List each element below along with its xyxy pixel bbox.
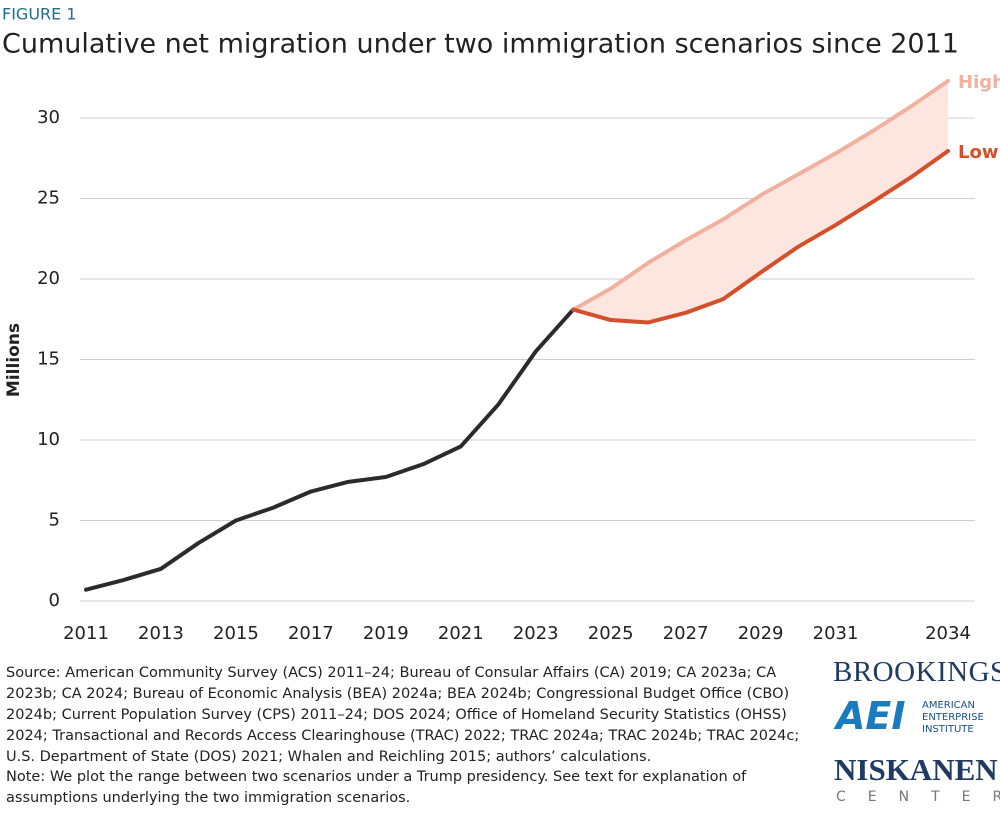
- x-tick-label: 2015: [213, 623, 259, 644]
- x-tick-label: 2011: [63, 623, 109, 644]
- y-tick-label: 25: [37, 188, 60, 209]
- series-line: [571, 78, 950, 312]
- range-band: [573, 80, 948, 323]
- series-label: Low: [958, 142, 998, 163]
- x-tick-label: 2029: [738, 623, 784, 644]
- x-tick-label: 2013: [138, 623, 184, 644]
- y-tick-label: 0: [49, 590, 60, 611]
- figure-label: FIGURE 1: [2, 5, 77, 24]
- source-note: Source: American Community Survey (ACS) …: [6, 665, 800, 765]
- chart-title: Cumulative net migration under two immig…: [2, 29, 959, 60]
- x-tick-label: 2017: [288, 623, 334, 644]
- y-tick-label: 10: [37, 429, 60, 450]
- x-tick-label: 2034: [925, 623, 971, 644]
- aei-logo: AEI: [836, 694, 906, 738]
- y-tick-label: 30: [37, 107, 60, 128]
- x-tick-label: 2021: [438, 623, 484, 644]
- x-tick-label: 2031: [813, 623, 859, 644]
- y-axis-label: Millions: [4, 323, 24, 397]
- y-tick-label: 15: [37, 349, 60, 370]
- aei-name: AMERICAN ENTERPRISE INSTITUTE: [922, 700, 984, 735]
- x-tick-label: 2019: [363, 623, 409, 644]
- y-tick-label: 5: [49, 510, 60, 531]
- x-tick-label: 2023: [513, 623, 559, 644]
- x-tick-label: 2025: [588, 623, 634, 644]
- x-tick-label: 2027: [663, 623, 709, 644]
- niskanen-logo: NISKANEN: [834, 752, 998, 787]
- niskanen-center: CENTER: [836, 789, 1000, 805]
- note: Note: We plot the range between two scen…: [6, 769, 747, 806]
- series-label: High: [958, 72, 1000, 93]
- y-tick-label: 20: [37, 268, 60, 289]
- series-line: [84, 307, 576, 592]
- brookings-logo: BROOKINGS: [833, 656, 1000, 688]
- series-line: [571, 149, 950, 325]
